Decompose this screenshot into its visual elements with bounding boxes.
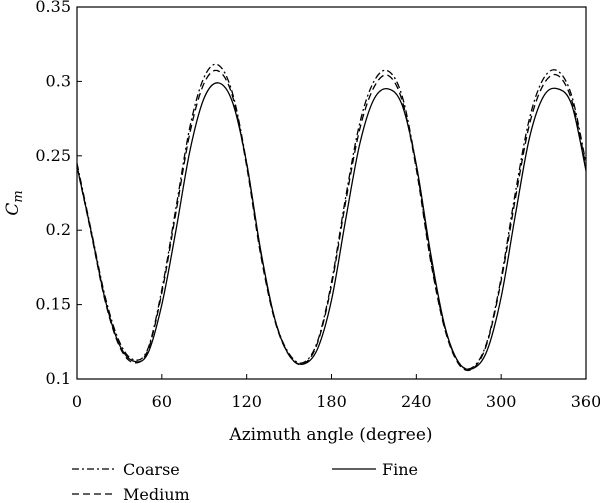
x-tick-label: 300 [486, 392, 517, 411]
legend-label-coarse: Coarse [123, 460, 180, 479]
legend-label-medium: Medium [123, 485, 190, 503]
x-axis-title: Azimuth angle (degree) [228, 425, 432, 445]
y-tick-label: 0.2 [46, 220, 71, 239]
series-line-coarse [76, 63, 587, 370]
x-tick-label: 360 [571, 392, 600, 411]
y-tick-label: 0.1 [46, 369, 71, 388]
x-tick-label: 240 [401, 392, 432, 411]
legend-item-medium: Medium [72, 485, 190, 503]
y-axis-title-base: C [3, 203, 23, 216]
legend-item-coarse: Coarse [72, 460, 180, 479]
series-line-fine [76, 82, 587, 371]
x-tick-label: 60 [152, 392, 172, 411]
y-tick-label: 0.25 [35, 146, 71, 165]
plot-frame [76, 6, 587, 380]
series-layer [76, 63, 587, 372]
x-tick-label: 180 [316, 392, 347, 411]
y-tick-label: 0.35 [35, 0, 71, 16]
y-tick-label: 0.3 [46, 71, 71, 90]
series-line-medium [76, 69, 587, 372]
y-tick-label: 0.15 [35, 295, 71, 314]
y-axis-ticks: 0.1 0.15 0.2 0.25 0.3 0.35 [35, 0, 82, 388]
x-axis-ticks: 0 60 120 180 240 300 360 [72, 374, 600, 411]
y-axis-title: Cm [3, 190, 26, 215]
y-axis-title-subscript: m [11, 190, 26, 202]
legend-label-fine: Fine [382, 460, 418, 479]
legend-item-fine: Fine [332, 460, 418, 479]
legend: Coarse Medium Fine [72, 460, 418, 503]
x-tick-label: 0 [72, 392, 82, 411]
x-tick-label: 120 [231, 392, 262, 411]
